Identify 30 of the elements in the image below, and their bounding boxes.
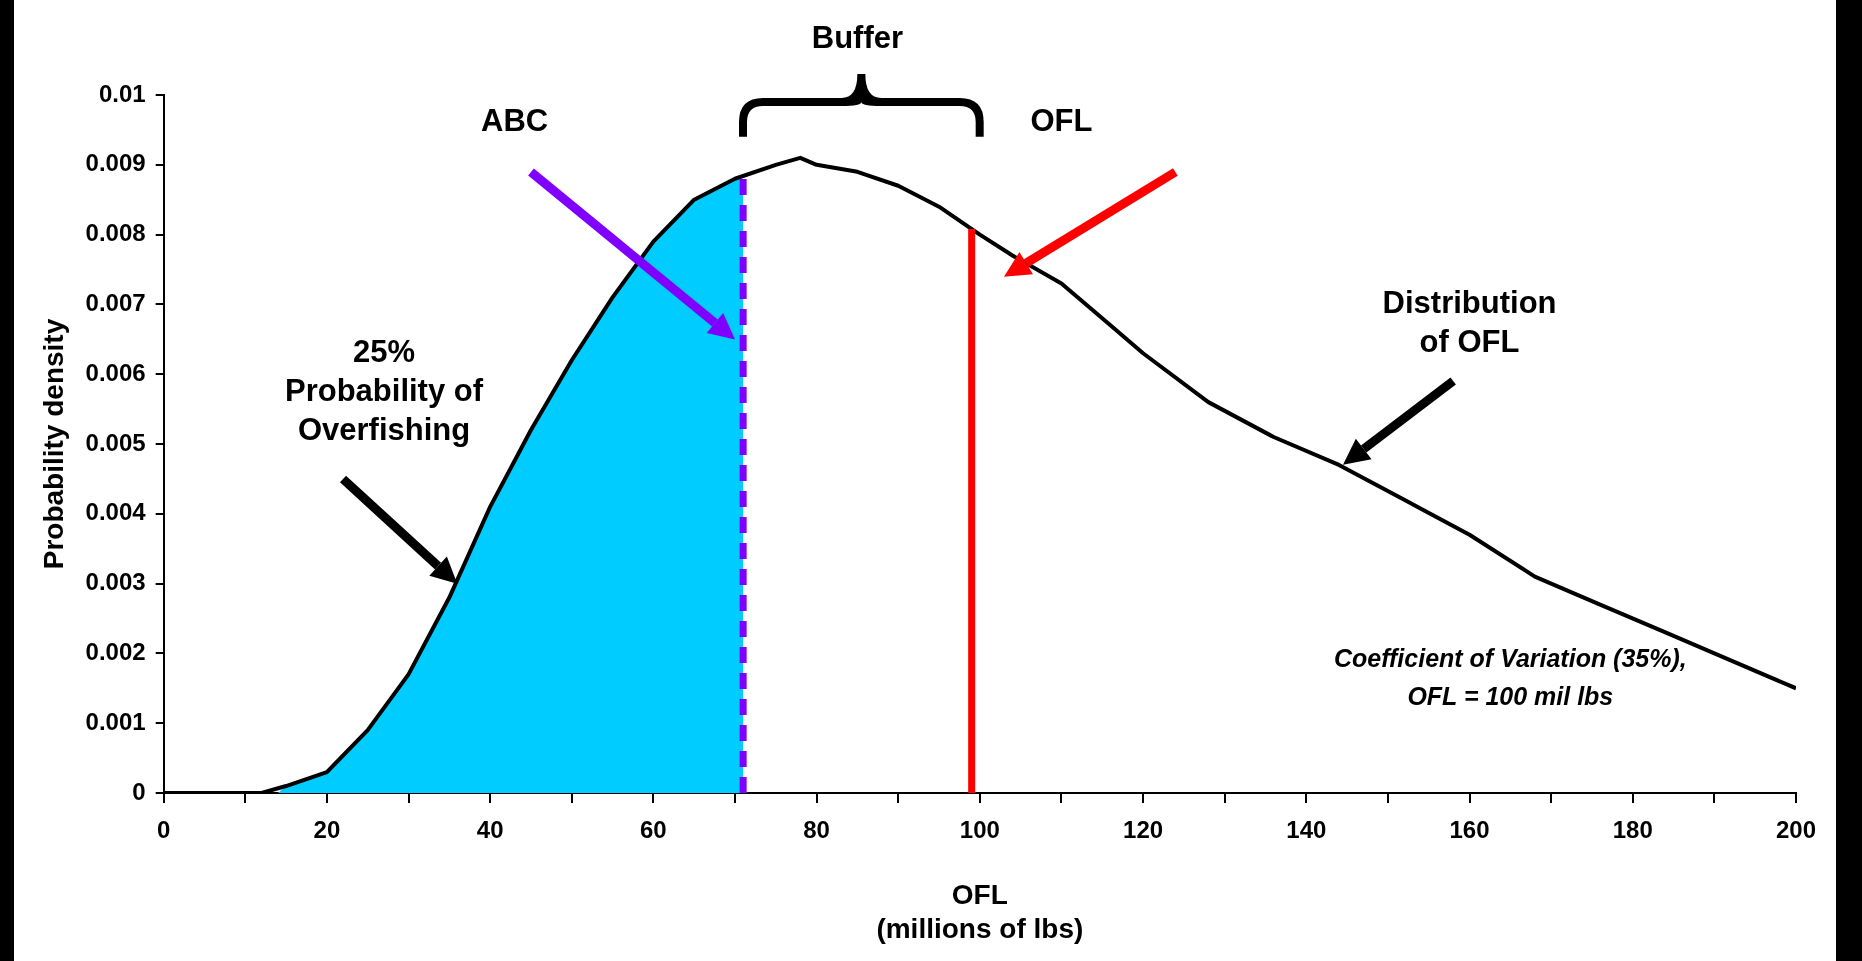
annotation: Distribution of OFL [1382,284,1557,360]
x-tick-label: 80 [803,816,830,844]
y-tick-label: 0.008 [85,219,146,247]
annotation: ABC [481,103,549,139]
x-tick-label: 160 [1449,816,1490,844]
y-tick-label: 0 [132,777,146,805]
x-tick-label: 20 [313,816,341,844]
y-tick-label: 0.002 [85,638,146,666]
x-tick-label: 100 [959,816,1000,844]
y-tick-label: 0.006 [85,358,146,386]
y-tick-label: 0.009 [85,149,146,177]
y-tick-label: 0.01 [98,79,146,107]
x-axis-title: OFL (millions of lbs) [876,879,1084,944]
annotation: Coefficient of Variation (35%), OFL = 100 mil lbs [1333,644,1687,710]
y-tick-label: 0.003 [85,568,146,596]
y-axis-title: Probability density [37,318,69,570]
annotation: OFL [1030,103,1093,139]
text: Buffer [811,19,904,55]
x-tick-label: 0 [156,816,171,844]
x-tick-label: 140 [1286,816,1327,844]
x-tick-label: 180 [1612,816,1653,844]
y-tick-label: 0.004 [85,498,147,526]
y-tick-label: 0.001 [85,707,146,735]
x-tick-label: 40 [476,816,504,844]
x-tick-label: 200 [1775,816,1817,844]
annotation: 25% Probability of Overfishing [284,333,484,448]
y-tick-label: 0.005 [85,428,146,456]
y-tick-label: 0.007 [85,289,146,317]
x-tick-label: 60 [640,816,667,844]
x-tick-label: 120 [1123,816,1164,844]
